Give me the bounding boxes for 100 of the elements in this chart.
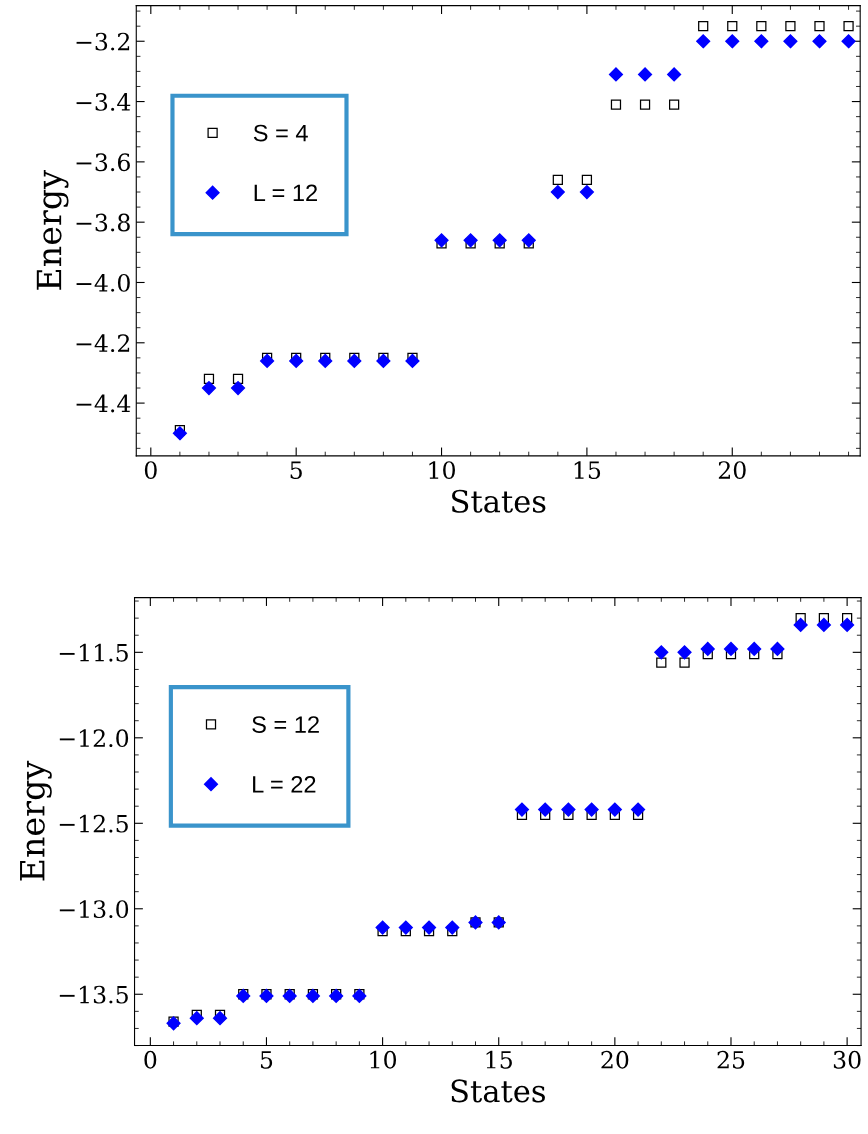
point xyxy=(260,353,275,368)
point xyxy=(375,920,390,935)
x-tick-label: 5 xyxy=(290,461,302,480)
legend-label: S = 12 xyxy=(252,716,319,733)
point xyxy=(398,920,413,935)
point xyxy=(677,645,692,660)
point xyxy=(795,612,806,624)
y-tick-label: −11.5 xyxy=(59,643,128,662)
point xyxy=(631,802,646,817)
legend-label: S = 4 xyxy=(253,124,308,142)
point xyxy=(282,988,297,1004)
point xyxy=(610,99,622,110)
y-tick-label: −3.8 xyxy=(76,213,130,232)
point xyxy=(754,34,769,49)
y-tick-label: −3.4 xyxy=(76,93,131,111)
point xyxy=(840,617,855,633)
point xyxy=(584,802,599,817)
point xyxy=(203,373,215,385)
point xyxy=(654,645,669,660)
point xyxy=(793,617,808,633)
point xyxy=(756,21,767,32)
point xyxy=(166,1016,181,1031)
point xyxy=(637,67,653,82)
point xyxy=(656,657,667,668)
x-tick-label: 10 xyxy=(370,1050,397,1069)
x-axis-title: States xyxy=(452,489,546,513)
point xyxy=(230,380,246,396)
x-tick-label: 15 xyxy=(574,461,601,480)
point xyxy=(305,988,320,1004)
y-axis-title: Energy xyxy=(36,170,69,290)
point xyxy=(405,353,420,368)
point xyxy=(289,353,304,368)
y-axis-title: Energy xyxy=(20,760,52,881)
y-tick-label: −12.0 xyxy=(59,729,129,748)
point xyxy=(841,612,853,624)
point xyxy=(841,34,856,49)
point xyxy=(785,21,796,32)
point xyxy=(667,67,682,82)
point xyxy=(818,612,830,624)
point xyxy=(329,988,344,1004)
point xyxy=(696,34,711,49)
point xyxy=(727,21,738,32)
point xyxy=(172,426,187,441)
point xyxy=(723,641,739,656)
point xyxy=(352,988,367,1004)
y-tick-label: −3.2 xyxy=(76,32,130,51)
point xyxy=(679,657,690,668)
point xyxy=(608,67,624,82)
y-tick-label: −13.0 xyxy=(59,900,129,919)
point xyxy=(581,174,593,186)
point xyxy=(376,353,391,368)
point xyxy=(445,920,460,935)
x-tick-label: 10 xyxy=(429,461,455,480)
point xyxy=(552,174,563,186)
point xyxy=(668,99,680,110)
point xyxy=(318,353,333,368)
point xyxy=(201,380,217,396)
x-tick-label: 30 xyxy=(833,1050,861,1069)
point xyxy=(521,233,536,248)
x-tick-label: 0 xyxy=(144,1050,157,1069)
point xyxy=(843,21,854,32)
point xyxy=(236,988,251,1004)
point xyxy=(639,99,651,110)
legend-label: L = 22 xyxy=(253,775,316,793)
point xyxy=(770,641,785,656)
point xyxy=(189,1011,204,1026)
point xyxy=(492,233,507,248)
point xyxy=(232,373,244,385)
x-tick-label: 0 xyxy=(144,461,157,480)
point xyxy=(463,233,478,248)
point xyxy=(814,21,825,32)
x-tick-label: 5 xyxy=(260,1051,273,1069)
y-tick-label: −13.5 xyxy=(59,985,128,1004)
point xyxy=(561,802,576,817)
point xyxy=(812,34,827,49)
point xyxy=(550,184,565,200)
y-tick-label: −12.5 xyxy=(59,814,128,833)
y-tick-label: −4.0 xyxy=(76,273,130,292)
y-tick-label: −4.4 xyxy=(76,394,131,413)
legend-label: L = 12 xyxy=(254,184,317,201)
point xyxy=(607,802,622,817)
point xyxy=(747,641,762,656)
point xyxy=(725,34,740,49)
point xyxy=(259,988,274,1004)
x-tick-label: 15 xyxy=(486,1050,512,1069)
x-tick-label: 20 xyxy=(718,461,746,480)
point xyxy=(347,353,362,368)
y-tick-label: −4.2 xyxy=(76,334,130,353)
point xyxy=(816,617,831,633)
point xyxy=(538,802,553,817)
x-tick-label: 20 xyxy=(601,1050,629,1069)
point xyxy=(700,641,715,656)
x-axis-title: States xyxy=(451,1079,545,1103)
x-tick-label: 25 xyxy=(717,1050,745,1069)
point xyxy=(783,34,798,49)
point xyxy=(698,21,709,32)
point xyxy=(434,233,449,248)
y-tick-label: −3.6 xyxy=(76,153,130,172)
point xyxy=(579,184,594,200)
point xyxy=(514,802,530,817)
